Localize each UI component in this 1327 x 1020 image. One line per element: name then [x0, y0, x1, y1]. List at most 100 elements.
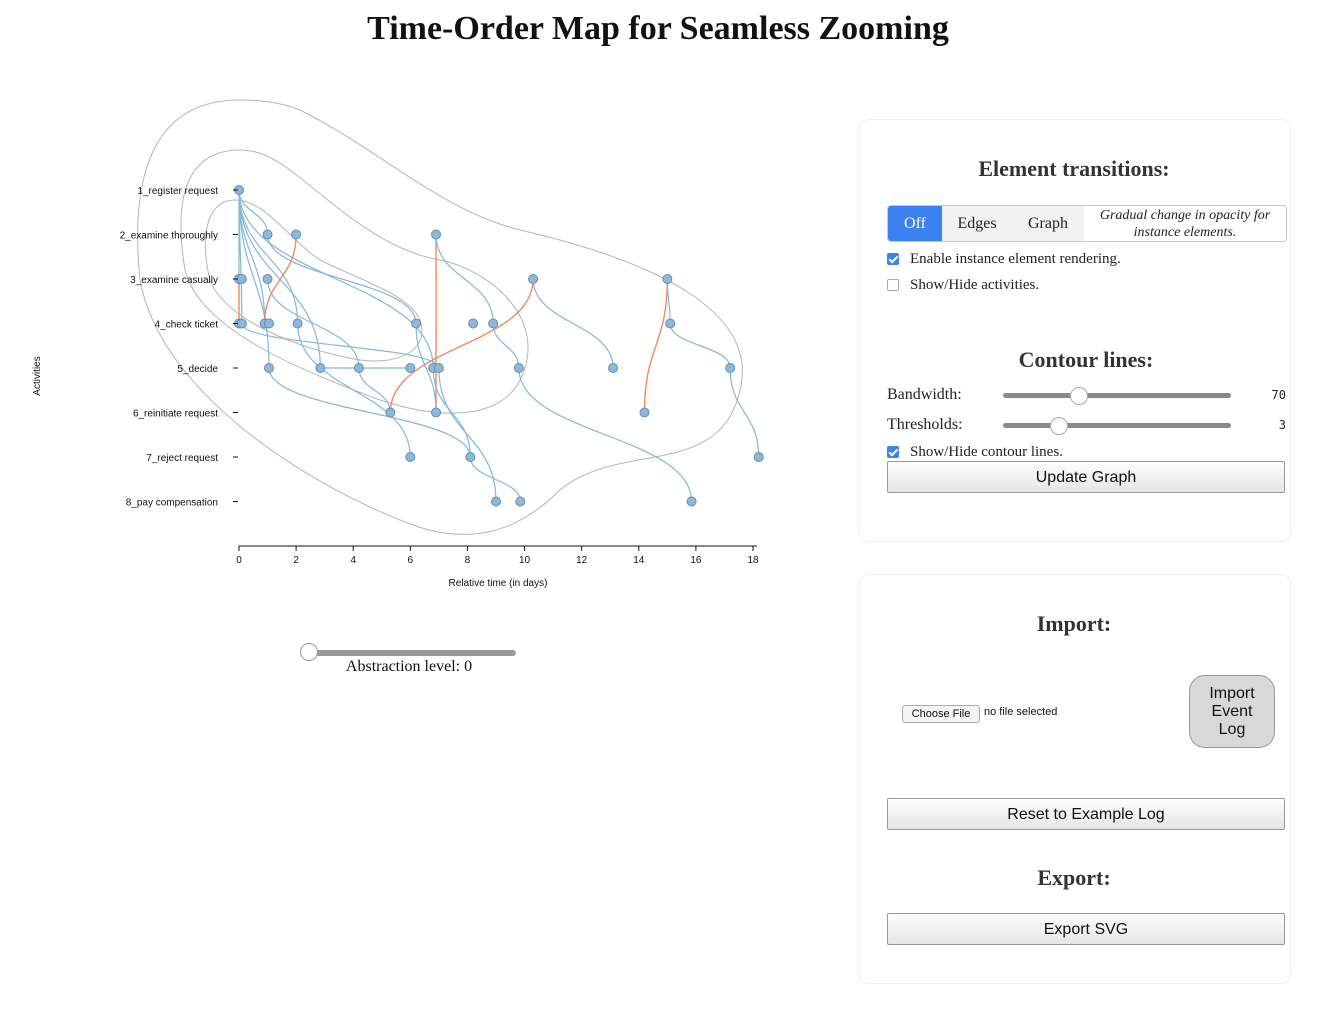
event-node [316, 364, 325, 373]
event-node [492, 497, 501, 506]
x-tick-label: 12 [576, 555, 588, 566]
thresholds-value: 3 [1246, 418, 1286, 432]
enable-rendering-checkbox[interactable] [887, 253, 899, 265]
transition-graph-button[interactable]: Graph [1012, 206, 1084, 241]
show-contours-label: Show/Hide contour lines. [910, 444, 1063, 461]
file-status: no file selected [984, 706, 1057, 718]
event-node [264, 364, 273, 373]
event-node [432, 230, 441, 239]
event-node [354, 364, 363, 373]
show-activities-checkbox[interactable] [887, 279, 899, 291]
y-tick-label: 6_reinitiate request [133, 409, 218, 420]
edges-layer [239, 190, 759, 502]
enable-rendering-row[interactable]: Enable instance element rendering. [887, 250, 1121, 268]
x-tick-label: 4 [350, 555, 356, 566]
event-node [263, 275, 272, 284]
export-svg-button[interactable]: Export SVG [887, 913, 1285, 945]
abstraction-slider-track[interactable] [308, 650, 516, 656]
show-activities-label: Show/Hide activities. [910, 277, 1039, 294]
event-node [237, 275, 246, 284]
x-tick-label: 8 [465, 555, 471, 566]
bandwidth-label: Bandwidth: [887, 386, 962, 404]
element-transitions-title: Element transitions: [887, 156, 1261, 182]
edge [667, 279, 670, 324]
import-title: Import: [887, 611, 1261, 637]
x-axis: 0 2 4 6 8 10 12 14 16 18 [236, 546, 759, 566]
thresholds-slider-thumb[interactable] [1050, 417, 1068, 435]
transition-off-button[interactable]: Off [888, 206, 942, 241]
event-node [489, 319, 498, 328]
edge [730, 368, 759, 457]
y-axis-label: Activities [32, 356, 43, 395]
y-tick-label: 7_reject request [146, 453, 218, 464]
event-node [237, 319, 246, 328]
edge [268, 279, 359, 368]
transition-description: Gradual change in opacity for instance e… [1084, 206, 1286, 242]
thresholds-slider-track[interactable] [1003, 423, 1231, 428]
event-node [292, 230, 301, 239]
thresholds-label: Thresholds: [887, 416, 963, 434]
event-node [516, 497, 525, 506]
x-tick-label: 2 [293, 555, 299, 566]
import-event-log-button[interactable]: Import Event Log [1189, 675, 1275, 748]
update-graph-button[interactable]: Update Graph [887, 461, 1285, 493]
y-tick-label: 5_decide [177, 364, 218, 375]
x-tick-label: 18 [747, 555, 759, 566]
event-node [754, 453, 763, 462]
contour-lines-title: Contour lines: [887, 347, 1285, 373]
event-node [406, 453, 415, 462]
reset-example-log-button[interactable]: Reset to Example Log [887, 798, 1285, 830]
contour-line [138, 100, 743, 534]
transition-edges-button[interactable]: Edges [942, 206, 1012, 241]
event-node [687, 497, 696, 506]
edge [644, 279, 667, 413]
event-node [264, 319, 273, 328]
y-tick-label: 4_check ticket [155, 320, 219, 331]
show-activities-row[interactable]: Show/Hide activities. [887, 276, 1039, 294]
bandwidth-slider-track[interactable] [1003, 393, 1231, 398]
x-tick-label: 6 [408, 555, 414, 566]
x-tick-label: 14 [633, 555, 645, 566]
x-tick-label: 0 [236, 555, 242, 566]
enable-rendering-label: Enable instance element rendering. [910, 251, 1121, 268]
show-contours-row[interactable]: Show/Hide contour lines. [887, 443, 1063, 461]
event-node [293, 319, 302, 328]
edge [268, 235, 416, 324]
edge [533, 279, 613, 368]
edge [670, 324, 730, 369]
event-node [466, 453, 475, 462]
event-node [432, 408, 441, 417]
event-node [386, 408, 395, 417]
event-node [406, 364, 415, 373]
event-node [640, 408, 649, 417]
edge [298, 324, 411, 458]
x-axis-label: Relative time (in days) [449, 578, 548, 589]
page-title: Time-Order Map for Seamless Zooming [0, 10, 1316, 48]
y-tick-label: 1_register request [137, 186, 218, 197]
event-node [263, 230, 272, 239]
choose-file-button[interactable]: Choose File [902, 705, 980, 723]
contour-lines [138, 100, 743, 534]
y-tick-label: 8_pay compensation [126, 498, 218, 509]
event-node [469, 319, 478, 328]
event-node [726, 364, 735, 373]
y-tick-label: 3_examine casually [130, 275, 218, 286]
contour-line [181, 150, 528, 413]
x-tick-label: 16 [690, 555, 702, 566]
event-node [609, 364, 618, 373]
transition-mode-selector: Off Edges Graph Gradual change in opacit… [887, 205, 1287, 242]
event-node [529, 275, 538, 284]
event-node [434, 364, 443, 373]
abstraction-level-label: Abstraction level: 0 [300, 658, 518, 676]
edge [242, 324, 439, 369]
edge [519, 368, 692, 502]
nodes-layer [235, 186, 764, 507]
y-tick-label: 2_examine thoroughly [120, 231, 218, 242]
event-node [514, 364, 523, 373]
edge [493, 324, 519, 369]
x-tick-label: 10 [519, 555, 531, 566]
y-axis: 1_register request 2_examine thoroughly 3_… [120, 186, 238, 509]
show-contours-checkbox[interactable] [887, 446, 899, 458]
edge [239, 190, 298, 324]
bandwidth-value: 70 [1246, 388, 1286, 402]
